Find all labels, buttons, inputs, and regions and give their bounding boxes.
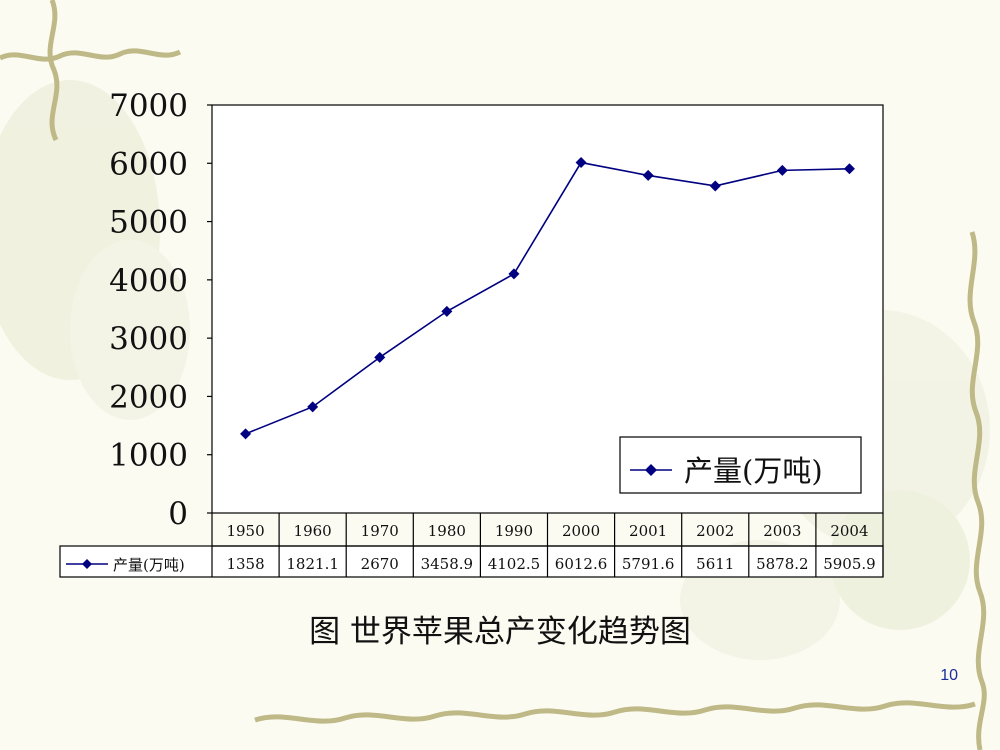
- x-category-label: 2001: [629, 522, 667, 540]
- y-tick-label: 7000: [109, 88, 188, 124]
- x-category-label: 1970: [361, 522, 399, 540]
- page-number: 10: [940, 667, 958, 684]
- x-category-label: 1960: [294, 522, 332, 540]
- y-tick-label: 4000: [109, 263, 188, 299]
- vine-left-vertical: [47, 0, 60, 142]
- data-point: [642, 169, 654, 181]
- data-table-value: 5878.2: [756, 555, 809, 573]
- data-point: [240, 428, 252, 440]
- data-table-value: 5611: [696, 555, 734, 573]
- y-tick-label: 0: [168, 496, 188, 532]
- data-table-value: 6012.6: [555, 555, 608, 573]
- legend-box: [619, 436, 862, 494]
- data-table-value: 5905.9: [823, 555, 876, 573]
- legend-label: 产量(万吨): [684, 454, 823, 488]
- data-table-series-name: 产量(万吨): [113, 556, 185, 574]
- data-point: [508, 268, 520, 280]
- data-table-value: 1821.1: [286, 555, 339, 573]
- chart-caption: 图 世界苹果总产变化趋势图: [309, 614, 691, 650]
- data-table-value: 2670: [361, 555, 399, 573]
- data-table-value: 5791.6: [622, 555, 675, 573]
- data-point: [307, 401, 319, 413]
- y-tick-label: 5000: [109, 205, 188, 241]
- data-point: [776, 164, 788, 176]
- data-point: [843, 163, 855, 175]
- x-category-label: 1990: [495, 522, 533, 540]
- series-group: [240, 157, 855, 440]
- data-point: [575, 157, 587, 169]
- x-category-label: 2004: [830, 522, 868, 540]
- vine-top-left: [0, 48, 182, 62]
- vine-right-vertical: [967, 231, 987, 750]
- x-category-label: 2002: [696, 522, 734, 540]
- x-category-label: 1980: [428, 522, 466, 540]
- x-category-label: 2003: [763, 522, 801, 540]
- x-category-label: 2000: [562, 522, 600, 540]
- data-point: [441, 305, 453, 317]
- data-point: [709, 180, 721, 192]
- y-tick-label: 3000: [109, 321, 188, 357]
- y-tick-label: 2000: [109, 379, 188, 415]
- y-tick-label: 1000: [109, 438, 188, 474]
- data-table-row-border: [59, 545, 884, 578]
- y-axis: 0 1000 2000 3000 4000 5000 6000 7000: [109, 88, 212, 532]
- data-table: 产量(万吨) 1950 1960 1970 1980 1990 2000 2001 2002 2…: [59, 513, 884, 578]
- data-table-value: 3458.9: [421, 555, 474, 573]
- x-category-label: 1950: [226, 522, 264, 540]
- y-tick-label: 6000: [109, 146, 188, 182]
- vine-bottom: [254, 700, 976, 724]
- data-table-header-marker: [82, 559, 92, 569]
- data-table-value: 1358: [226, 555, 264, 573]
- legend: 产量(万吨): [619, 436, 862, 494]
- series-line: [245, 161, 850, 435]
- legend-marker: [645, 464, 657, 476]
- data-point: [374, 351, 386, 363]
- data-table-value: 4102.5: [488, 555, 541, 573]
